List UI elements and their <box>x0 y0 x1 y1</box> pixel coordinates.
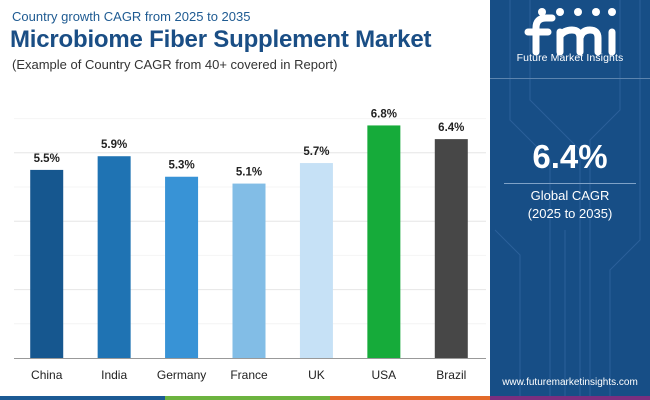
header-subtitle: Country growth CAGR from 2025 to 2035 <box>12 9 251 24</box>
bottom-bar-segment-3 <box>330 396 490 400</box>
value-divider <box>504 183 636 184</box>
bar-brazil <box>434 139 468 358</box>
header-note: (Example of Country CAGR from 40+ covere… <box>12 57 338 72</box>
bar-india <box>97 156 131 358</box>
chart-header: Country growth CAGR from 2025 to 2035 Mi… <box>0 0 490 78</box>
tick-label-brazil: Brazil <box>436 368 466 382</box>
tick-label-india: India <box>101 368 127 382</box>
data-label-china: 5.5% <box>34 153 60 165</box>
bar-france <box>232 183 266 358</box>
bottom-bar-segment-2 <box>165 396 330 400</box>
page-title: Microbiome Fiber Supplement Market <box>10 26 432 53</box>
tick-label-france: France <box>230 368 268 382</box>
bar-uk <box>299 163 333 358</box>
tick-label-uk: UK <box>308 368 325 382</box>
bar-usa <box>367 125 401 358</box>
decorative-lines <box>494 0 641 400</box>
logo-text: Future Market Insights <box>516 52 624 64</box>
bar-chart: 5.5% China 5.9% India 5.3% Germany 5.1% France 5… <box>14 108 486 382</box>
bar-germany <box>165 176 199 358</box>
data-label-india: 5.9% <box>101 139 127 151</box>
global-cagr-range: (2025 to 2035) <box>527 206 613 221</box>
bottom-bar-segment-4 <box>490 396 650 400</box>
data-label-germany: 5.3% <box>168 160 194 172</box>
bottom-bar-segment-1 <box>0 396 165 400</box>
sidebar-panel: Future Market Insights 6.4% Global CAGR … <box>490 0 650 400</box>
data-label-brazil: 6.4% <box>438 122 464 134</box>
data-label-usa: 6.8% <box>371 108 397 120</box>
bar-china <box>30 169 64 358</box>
logo-divider <box>490 78 650 79</box>
global-cagr-value: 6.4% <box>532 138 608 175</box>
global-cagr-label: Global CAGR <box>530 188 610 203</box>
data-label-uk: 5.7% <box>303 146 329 158</box>
data-label-france: 5.1% <box>236 167 262 179</box>
tick-label-germany: Germany <box>157 368 206 382</box>
tick-label-usa: USA <box>372 368 397 382</box>
website-link[interactable]: www.futuremarketinsights.com <box>502 377 638 388</box>
fmi-logo <box>524 8 616 56</box>
tick-label-china: China <box>31 368 63 382</box>
